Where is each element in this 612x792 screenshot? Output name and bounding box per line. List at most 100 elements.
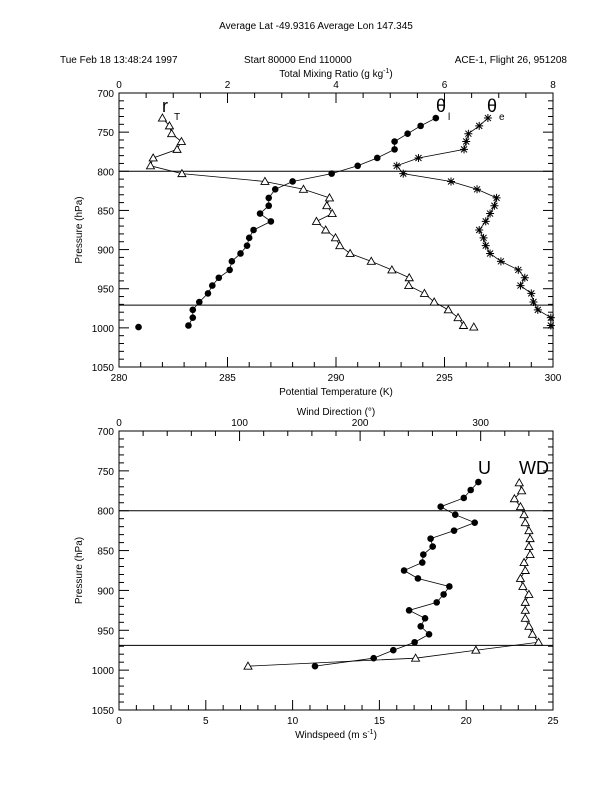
data-point-WD xyxy=(519,509,529,519)
plot-frame xyxy=(118,92,554,368)
data-point-θe xyxy=(486,209,495,218)
data-point-θe xyxy=(392,161,401,170)
data-point-θe xyxy=(516,281,525,290)
data-point-rT xyxy=(335,240,345,250)
x-axis-label: Potential Temperature (K) xyxy=(279,387,393,398)
data-point-θl xyxy=(243,242,251,249)
data-point-θe xyxy=(520,273,529,282)
data-point-WD xyxy=(520,597,531,606)
x-tick-label: 25 xyxy=(547,716,559,727)
data-point-WD xyxy=(515,573,526,582)
data-point-θl xyxy=(195,298,203,306)
data-point-θl xyxy=(189,306,197,314)
data-point-θe xyxy=(460,145,469,154)
header-flight: ACE-1, Flight 26, 951208 xyxy=(455,55,568,66)
y-tick-label: 900 xyxy=(97,246,114,257)
y-tick-label: 950 xyxy=(97,285,114,296)
data-point-U xyxy=(427,535,434,542)
data-point-U xyxy=(450,527,458,534)
y-tick-label: 850 xyxy=(97,206,114,217)
data-point-θl xyxy=(265,194,273,202)
series-line-θl xyxy=(188,117,437,326)
series-label-sub-θl: l xyxy=(448,112,450,123)
y-tick-label: 750 xyxy=(97,467,114,478)
y-tick-label: 1050 xyxy=(92,706,115,717)
data-point-θe xyxy=(490,201,499,210)
y-tick-label: 700 xyxy=(97,89,114,100)
x-tick-label: 285 xyxy=(219,373,236,384)
data-point-θl xyxy=(226,266,233,274)
data-point-rT xyxy=(419,288,430,297)
x-tick-label: 290 xyxy=(328,373,345,384)
data-point-θl xyxy=(404,130,411,138)
data-point-rT xyxy=(311,216,322,225)
data-point-U xyxy=(471,519,479,526)
series-line-U xyxy=(314,481,479,667)
data-point-θe xyxy=(546,313,555,322)
y-axis-label: Pressure (hPa) xyxy=(74,196,85,263)
x-tick-label: 280 xyxy=(111,373,128,384)
data-point-WD xyxy=(533,637,544,646)
data-point-WD xyxy=(524,541,534,551)
data-point-θl xyxy=(256,210,264,217)
data-point-θl xyxy=(391,138,398,145)
data-point-U xyxy=(460,494,468,502)
data-point-WD xyxy=(515,501,526,511)
y-tick-label: 850 xyxy=(97,547,114,558)
data-point-θl xyxy=(237,250,244,257)
x2-tick-label: 0 xyxy=(116,80,122,91)
x-tick-label: 0 xyxy=(116,716,122,727)
data-point-θe xyxy=(492,193,501,202)
data-point-rT xyxy=(166,128,177,138)
data-point-WD xyxy=(520,605,531,614)
data-point-WD xyxy=(471,645,481,654)
data-point-WD xyxy=(520,565,531,574)
y-tick-label: 800 xyxy=(97,167,114,178)
data-point-θe xyxy=(527,289,536,298)
series-label-WD: WD xyxy=(519,458,549,478)
data-point-rT xyxy=(403,280,414,290)
data-point-WD xyxy=(525,549,535,559)
data-point-rT xyxy=(443,304,454,314)
y-tick-label: 950 xyxy=(97,626,114,637)
data-point-θl xyxy=(245,234,253,242)
x-tick-label: 5 xyxy=(203,716,209,727)
data-point-U xyxy=(414,575,422,582)
data-point-θl xyxy=(373,154,381,162)
data-point-rT xyxy=(453,312,463,322)
data-point-U xyxy=(440,591,447,598)
x2-tick-label: 8 xyxy=(550,80,556,91)
data-point-U xyxy=(446,583,453,590)
data-point-θe xyxy=(496,257,505,266)
x-tick-label: 15 xyxy=(374,716,386,727)
data-point-U xyxy=(467,486,475,494)
y-tick-label: 700 xyxy=(97,427,114,438)
data-point-θe xyxy=(479,233,488,242)
y-tick-label: 800 xyxy=(97,507,114,518)
data-point-θl xyxy=(189,314,197,321)
data-point-U xyxy=(421,615,429,622)
x-tick-label: 10 xyxy=(287,716,299,727)
x-tick-label: 20 xyxy=(461,716,473,727)
data-point-θl xyxy=(204,290,212,297)
y-tick-label: 750 xyxy=(97,128,114,139)
data-point-θe xyxy=(475,121,484,130)
data-point-θl xyxy=(265,202,273,210)
data-point-rT xyxy=(298,184,309,193)
data-point-θe xyxy=(546,321,555,330)
series-label-θl: θ xyxy=(436,96,446,116)
data-point-rT xyxy=(469,322,479,331)
data-point-θe xyxy=(462,137,471,146)
data-point-θl xyxy=(328,170,335,177)
data-point-rT xyxy=(330,232,341,242)
data-point-U xyxy=(425,630,433,638)
data-point-WD xyxy=(243,661,253,670)
data-point-rT xyxy=(177,168,187,178)
data-point-rT xyxy=(320,225,331,234)
data-point-WD xyxy=(525,533,535,543)
data-point-WD xyxy=(520,613,531,622)
y-axis-label: Pressure (hPa) xyxy=(74,537,85,604)
series-label-θe: θ xyxy=(487,96,497,116)
x2-tick-label: 100 xyxy=(231,418,248,429)
data-point-θl xyxy=(185,322,192,329)
